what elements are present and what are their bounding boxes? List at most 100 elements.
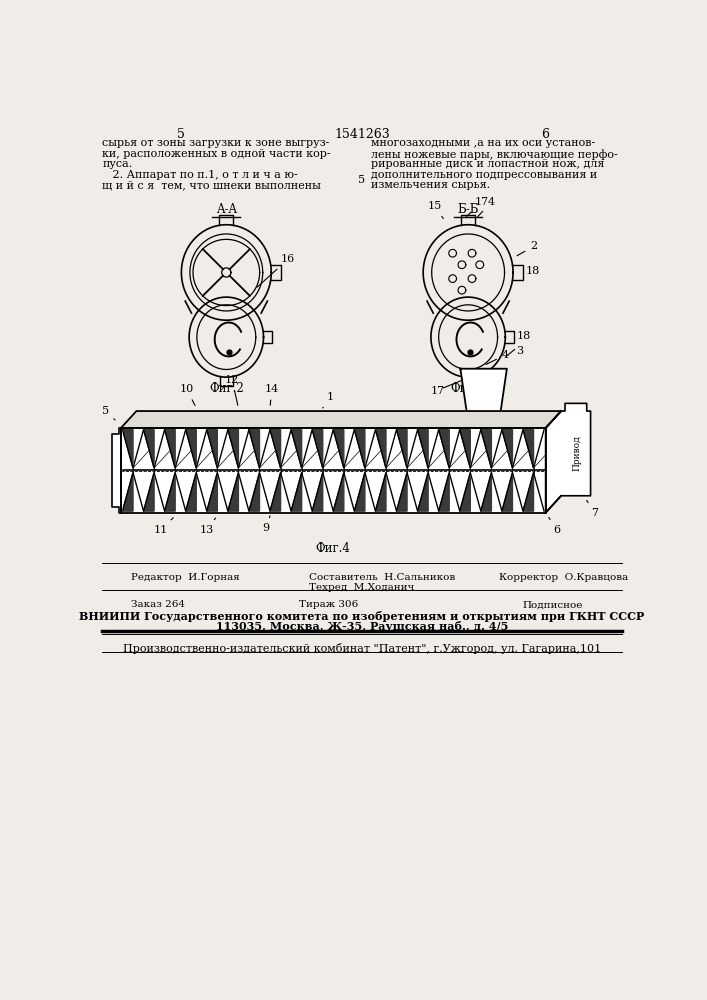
Text: 7: 7 <box>587 500 598 518</box>
Text: 9: 9 <box>262 516 270 533</box>
Polygon shape <box>322 473 333 511</box>
Polygon shape <box>534 430 544 468</box>
Polygon shape <box>344 473 354 511</box>
Polygon shape <box>291 430 302 468</box>
Polygon shape <box>333 430 344 468</box>
Polygon shape <box>397 430 407 468</box>
Polygon shape <box>302 430 312 468</box>
Text: 14: 14 <box>264 384 279 405</box>
Text: лены ножевые пары, включающие перфо-: лены ножевые пары, включающие перфо- <box>371 149 618 160</box>
Polygon shape <box>238 430 249 468</box>
Polygon shape <box>154 473 165 511</box>
Polygon shape <box>259 473 270 511</box>
Polygon shape <box>513 473 523 511</box>
Polygon shape <box>344 430 354 468</box>
Text: измельчения сырья.: измельчения сырья. <box>371 180 491 190</box>
Polygon shape <box>175 430 186 468</box>
Polygon shape <box>270 473 281 511</box>
Polygon shape <box>449 430 460 468</box>
Polygon shape <box>354 473 365 511</box>
Polygon shape <box>460 369 507 411</box>
Text: многозаходными ,а на их оси установ-: многозаходными ,а на их оси установ- <box>371 138 595 148</box>
Polygon shape <box>186 473 197 511</box>
Polygon shape <box>375 430 386 468</box>
Text: 1541263: 1541263 <box>334 128 390 141</box>
Text: 4: 4 <box>478 197 495 217</box>
Polygon shape <box>312 473 322 511</box>
Text: ки, расположенных в одной части кор-: ки, расположенных в одной части кор- <box>103 149 331 159</box>
Text: Производственно-издательский комбинат "Патент", г.Ужгород, ул. Гагарина,101: Производственно-издательский комбинат "П… <box>123 643 601 654</box>
Polygon shape <box>121 411 561 428</box>
Text: 10: 10 <box>180 384 195 406</box>
Polygon shape <box>397 473 407 511</box>
Text: 113035, Москва, Ж-35, Раушская наб., д. 4/5: 113035, Москва, Ж-35, Раушская наб., д. … <box>216 621 508 632</box>
Polygon shape <box>513 430 523 468</box>
Polygon shape <box>249 473 259 511</box>
Polygon shape <box>206 430 217 468</box>
Polygon shape <box>121 428 546 513</box>
Polygon shape <box>375 473 386 511</box>
Polygon shape <box>259 430 270 468</box>
Text: 16: 16 <box>257 254 295 287</box>
Text: Редактор  И.Горная: Редактор И.Горная <box>131 573 240 582</box>
Polygon shape <box>386 430 397 468</box>
Text: 5: 5 <box>102 406 115 420</box>
Text: 17: 17 <box>467 197 489 217</box>
Text: дополнительного подпрессовывания и: дополнительного подпрессовывания и <box>371 170 597 180</box>
Polygon shape <box>481 473 491 511</box>
Text: Составитель  Н.Сальников: Составитель Н.Сальников <box>309 573 455 582</box>
Text: Фиг.3: Фиг.3 <box>450 382 486 395</box>
Polygon shape <box>112 428 121 513</box>
Polygon shape <box>438 473 449 511</box>
Text: 13: 13 <box>199 518 216 535</box>
Polygon shape <box>365 473 375 511</box>
Polygon shape <box>122 430 133 468</box>
Text: Б-Б: Б-Б <box>457 203 479 216</box>
Text: Фиг.4: Фиг.4 <box>316 542 351 555</box>
Text: пуса.: пуса. <box>103 159 133 169</box>
Polygon shape <box>502 473 513 511</box>
Polygon shape <box>228 430 238 468</box>
Polygon shape <box>418 430 428 468</box>
Text: Фиг.2: Фиг.2 <box>209 382 244 395</box>
Polygon shape <box>281 473 291 511</box>
Polygon shape <box>322 430 333 468</box>
Text: 1: 1 <box>322 392 334 408</box>
Text: Техред  М.Ходанич: Техред М.Ходанич <box>309 583 414 592</box>
Polygon shape <box>354 430 365 468</box>
Text: Подписное: Подписное <box>522 600 583 609</box>
Text: 6: 6 <box>542 128 549 141</box>
Polygon shape <box>133 473 144 511</box>
Text: щ и й с я  тем, что шнеки выполнены: щ и й с я тем, что шнеки выполнены <box>103 180 321 190</box>
Text: 6: 6 <box>549 517 560 535</box>
Text: A-A: A-A <box>216 203 237 216</box>
Polygon shape <box>470 430 481 468</box>
Polygon shape <box>197 473 206 511</box>
Polygon shape <box>197 430 206 468</box>
Polygon shape <box>165 430 175 468</box>
Polygon shape <box>302 473 312 511</box>
Polygon shape <box>206 473 217 511</box>
Polygon shape <box>165 473 175 511</box>
Text: ВНИИПИ Государственного комитета по изобретениям и открытиям при ГКНТ СССР: ВНИИПИ Государственного комитета по изоб… <box>79 611 645 622</box>
Text: Заказ 264: Заказ 264 <box>131 600 185 609</box>
Text: 18: 18 <box>516 331 530 341</box>
Polygon shape <box>418 473 428 511</box>
Polygon shape <box>523 473 534 511</box>
Polygon shape <box>502 430 513 468</box>
Text: 15: 15 <box>428 201 443 219</box>
Polygon shape <box>460 473 470 511</box>
Polygon shape <box>438 430 449 468</box>
Polygon shape <box>481 430 491 468</box>
Polygon shape <box>175 473 186 511</box>
Polygon shape <box>270 430 281 468</box>
Polygon shape <box>534 473 544 511</box>
Polygon shape <box>407 473 418 511</box>
Text: Привод: Привод <box>572 436 581 471</box>
Polygon shape <box>491 473 502 511</box>
Polygon shape <box>407 430 418 468</box>
Polygon shape <box>470 473 481 511</box>
Polygon shape <box>122 473 133 511</box>
Polygon shape <box>449 473 460 511</box>
Polygon shape <box>228 473 238 511</box>
